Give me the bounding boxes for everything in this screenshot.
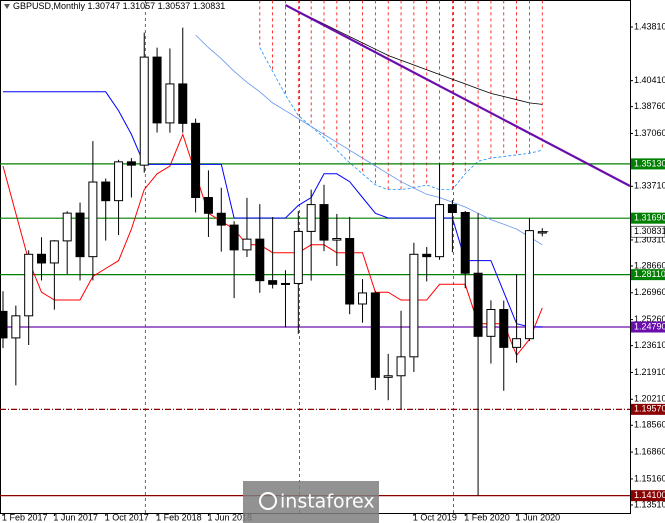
- header-high: 1.31057: [123, 1, 156, 11]
- candle-body: [332, 238, 342, 241]
- candle-body: [473, 272, 483, 337]
- y-tick-label: 1.40410: [634, 75, 665, 85]
- y-tick-label: 1.16860: [634, 446, 665, 456]
- candle-body: [383, 375, 393, 378]
- candle-body: [499, 309, 509, 348]
- candle-body: [229, 224, 239, 251]
- level-label: 1.14100: [634, 490, 665, 500]
- trend-line: [284, 4, 631, 187]
- header-icon: [4, 4, 10, 9]
- candle-body: [268, 280, 278, 285]
- x-tick-label: 1 Feb 2020: [464, 512, 510, 522]
- candle-body: [24, 253, 34, 317]
- candle-body: [524, 230, 534, 340]
- candle-body: [165, 83, 175, 124]
- level-label: 1.24790: [634, 321, 665, 331]
- y-tick-label: 1.20210: [634, 394, 665, 404]
- y-tick-label: 1.13510: [634, 499, 665, 509]
- candle-body: [88, 181, 98, 258]
- candle-body: [49, 240, 59, 264]
- level-label-box: [631, 212, 665, 224]
- current-price-box: [630, 225, 665, 238]
- candle-body: [409, 253, 419, 358]
- candle-body: [101, 181, 111, 202]
- candle-body: [358, 292, 368, 305]
- candle-body: [280, 282, 290, 285]
- level-label: 1.19570: [634, 404, 665, 414]
- candle-body: [486, 309, 496, 337]
- level-label-box: [631, 321, 665, 333]
- y-tick-label: 1.43810: [634, 21, 665, 31]
- candle-body: [435, 204, 445, 258]
- y-tick-label: 1.18560: [634, 420, 665, 430]
- watermark-box: [243, 481, 379, 523]
- level-label-box: [631, 269, 665, 281]
- current-price-label: 1.30831: [634, 226, 665, 236]
- candle-body: [512, 338, 522, 348]
- x-tick-label: 1 Jun 2018: [207, 512, 252, 522]
- candle-body: [75, 212, 85, 258]
- indicator-line: [285, 4, 543, 105]
- candle-body: [191, 122, 201, 199]
- candle-body: [0, 310, 8, 339]
- candle-body: [370, 292, 380, 378]
- candle-body: [460, 211, 470, 274]
- candle-body: [203, 197, 213, 214]
- y-tick-label: 1.25260: [634, 314, 665, 324]
- y-tick-label: 1.38760: [634, 101, 665, 111]
- symbol: GBPUSD,Monthly: [13, 1, 86, 11]
- header-open: 1.30747: [88, 1, 121, 11]
- level-label-box: [631, 158, 665, 170]
- x-tick-label: 1 Feb 2018: [156, 512, 202, 522]
- watermark-icon: [259, 492, 277, 510]
- candle-body: [293, 230, 303, 284]
- candle-body: [62, 212, 72, 242]
- x-tick-label: 1 Oct 2019: [413, 512, 457, 522]
- level-label: 1.28110: [634, 269, 665, 279]
- candle-body: [178, 83, 188, 124]
- y-tick-label: 1.28660: [634, 260, 665, 270]
- x-tick-label: 1 Jun 2020: [516, 512, 561, 522]
- price-axis: [631, 0, 665, 523]
- candle-body: [114, 161, 124, 202]
- candle-body: [447, 204, 457, 213]
- candle-body: [37, 253, 47, 264]
- candle-body: [11, 315, 21, 339]
- candle-body: [345, 238, 355, 305]
- header-low: 1.30537: [158, 1, 191, 11]
- y-tick-label: 1.33710: [634, 181, 665, 191]
- candle-body: [152, 56, 162, 124]
- level-label-box: [631, 403, 665, 415]
- candle-body: [126, 161, 136, 166]
- level-label: 1.35130: [634, 158, 665, 168]
- y-tick-label: 1.26960: [634, 287, 665, 297]
- candle-body: [396, 356, 406, 377]
- y-tick-label: 1.21910: [634, 367, 665, 377]
- candle-body: [242, 238, 252, 251]
- indicator-line: [195, 34, 543, 246]
- x-tick-label: 1 Feb 2017: [2, 512, 48, 522]
- candle-body: [319, 204, 329, 241]
- level-label-box: [631, 490, 665, 502]
- candle-body: [139, 56, 149, 166]
- y-tick-label: 1.23610: [634, 340, 665, 350]
- candle-body: [306, 204, 316, 232]
- candle-body: [255, 238, 265, 282]
- x-tick-label: 1 Oct 2017: [105, 512, 149, 522]
- header-close: 1.30831: [193, 1, 226, 11]
- level-label: 1.31690: [634, 213, 665, 223]
- watermark: instaforex: [280, 491, 375, 513]
- candle-body: [422, 253, 432, 258]
- y-tick-label: 1.15160: [634, 473, 665, 483]
- cloud-edge: [259, 47, 543, 190]
- x-tick-label: 1 Jun 2017: [53, 512, 98, 522]
- y-tick-label: 1.30310: [634, 234, 665, 244]
- y-tick-label: 1.37060: [634, 128, 665, 138]
- candle-body: [216, 212, 226, 226]
- header: GBPUSD,Monthly 1.30747 1.31057 1.30537 1…: [13, 1, 225, 11]
